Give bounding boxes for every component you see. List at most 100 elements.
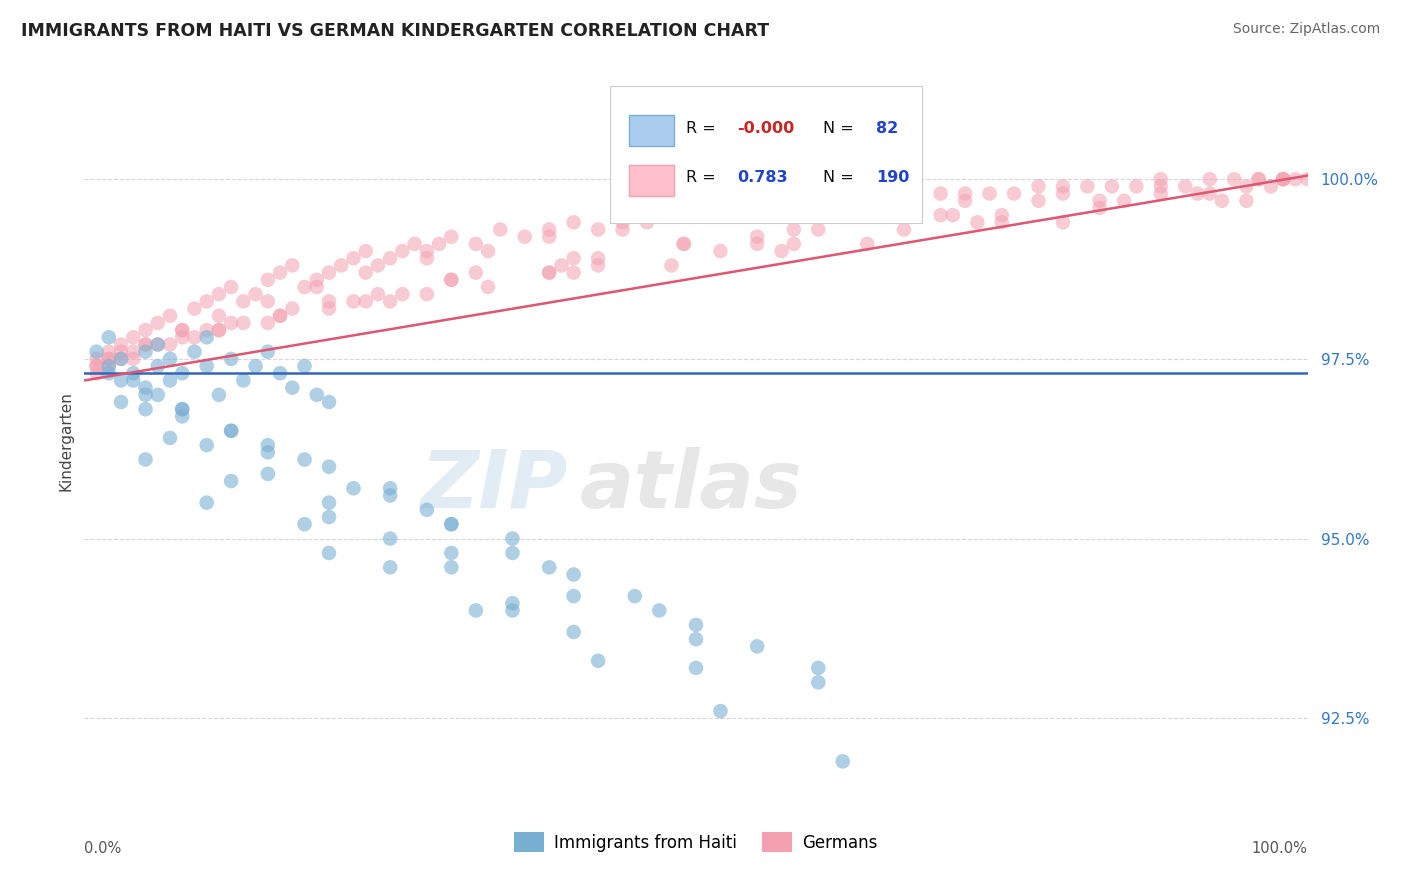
Point [807, 661, 830, 675]
Point [807, 675, 830, 690]
Point [135, 381, 157, 395]
Point [281, 301, 304, 316]
Point [1076, 179, 1098, 194]
Point [97, 359, 120, 373]
FancyBboxPatch shape [628, 115, 673, 146]
Point [747, 640, 769, 654]
Point [219, 316, 242, 330]
Point [502, 603, 524, 617]
Text: 190: 190 [876, 170, 910, 186]
Point [1272, 172, 1295, 186]
Point [342, 294, 364, 309]
Point [269, 309, 291, 323]
Point [685, 617, 707, 632]
Point [586, 259, 609, 273]
Point [122, 344, 145, 359]
Point [929, 208, 952, 222]
Point [1187, 186, 1209, 201]
Point [318, 294, 340, 309]
Point [440, 273, 463, 287]
Point [1284, 172, 1306, 186]
Point [294, 359, 316, 373]
Point [1088, 201, 1111, 215]
Point [477, 244, 499, 258]
Point [612, 222, 634, 236]
Point [586, 252, 609, 266]
Point [538, 560, 561, 574]
Point [195, 359, 218, 373]
Point [1150, 179, 1173, 194]
Point [135, 452, 157, 467]
Text: Source: ZipAtlas.com: Source: ZipAtlas.com [1233, 22, 1381, 37]
Point [513, 229, 536, 244]
Point [905, 208, 928, 222]
Point [183, 344, 205, 359]
Point [135, 402, 157, 417]
Point [245, 359, 267, 373]
Point [966, 215, 988, 229]
Point [672, 236, 695, 251]
Text: 0.783: 0.783 [738, 170, 789, 186]
Point [110, 337, 132, 351]
Point [318, 459, 340, 474]
Point [1236, 179, 1258, 194]
Point [661, 208, 683, 222]
Point [135, 344, 157, 359]
Point [172, 330, 194, 344]
Point [747, 229, 769, 244]
Point [146, 337, 169, 351]
Point [538, 229, 561, 244]
Point [1272, 172, 1295, 186]
Point [269, 266, 291, 280]
Point [502, 546, 524, 560]
Point [391, 244, 413, 258]
Point [1052, 179, 1074, 194]
Point [122, 374, 145, 388]
Point [538, 266, 561, 280]
Point [831, 194, 853, 208]
Point [1028, 179, 1050, 194]
Point [367, 259, 389, 273]
Point [440, 273, 463, 287]
Point [624, 589, 647, 603]
Point [354, 266, 377, 280]
Point [380, 252, 402, 266]
Point [172, 409, 194, 424]
Point [122, 351, 145, 366]
Point [416, 252, 439, 266]
Point [208, 323, 231, 337]
Point [146, 316, 169, 330]
Point [367, 287, 389, 301]
Point [294, 280, 316, 294]
Point [183, 301, 205, 316]
Point [685, 201, 707, 215]
Point [1223, 172, 1246, 186]
Text: IMMIGRANTS FROM HAITI VS GERMAN KINDERGARTEN CORRELATION CHART: IMMIGRANTS FROM HAITI VS GERMAN KINDERGA… [21, 22, 769, 40]
Point [159, 431, 181, 445]
Point [135, 323, 157, 337]
Point [1272, 172, 1295, 186]
Point [86, 366, 108, 380]
Point [380, 481, 402, 495]
Point [880, 186, 903, 201]
Point [477, 280, 499, 294]
Point [1150, 186, 1173, 201]
Point [110, 351, 132, 366]
Point [770, 244, 793, 258]
Point [464, 236, 486, 251]
Point [159, 374, 181, 388]
Point [1088, 194, 1111, 208]
Text: 82: 82 [876, 121, 898, 136]
Point [747, 236, 769, 251]
Point [856, 194, 879, 208]
Point [159, 351, 181, 366]
Point [208, 388, 231, 402]
Point [195, 294, 218, 309]
Point [342, 481, 364, 495]
Point [929, 186, 952, 201]
Point [219, 280, 242, 294]
Point [257, 344, 280, 359]
Point [305, 280, 328, 294]
Point [318, 395, 340, 409]
Text: atlas: atlas [579, 447, 803, 525]
